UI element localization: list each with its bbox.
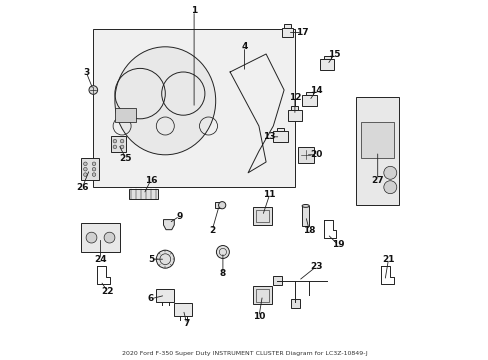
Circle shape	[89, 86, 98, 94]
Text: 15: 15	[327, 50, 340, 59]
Bar	[361, 122, 393, 158]
Circle shape	[113, 139, 117, 143]
Circle shape	[120, 145, 123, 149]
Bar	[156, 289, 174, 302]
Text: 22: 22	[101, 287, 114, 296]
Text: 14: 14	[309, 86, 322, 95]
Bar	[129, 189, 158, 199]
Bar	[174, 303, 192, 316]
Bar	[273, 276, 282, 285]
Circle shape	[92, 162, 96, 166]
Circle shape	[83, 167, 87, 171]
Circle shape	[383, 166, 396, 179]
Circle shape	[218, 202, 225, 209]
Circle shape	[92, 167, 96, 171]
Text: 24: 24	[94, 255, 106, 264]
Text: 12: 12	[288, 93, 301, 102]
Text: 18: 18	[303, 226, 315, 235]
Circle shape	[383, 181, 396, 194]
Bar	[81, 158, 99, 180]
Bar	[81, 223, 120, 252]
Circle shape	[92, 173, 96, 176]
Bar	[291, 299, 300, 308]
Circle shape	[216, 246, 229, 258]
Text: 19: 19	[331, 240, 344, 249]
Bar	[305, 92, 312, 95]
Text: 6: 6	[147, 294, 154, 303]
Bar	[253, 207, 271, 225]
Bar	[282, 28, 292, 37]
Bar	[276, 128, 284, 131]
Text: 4: 4	[241, 42, 247, 51]
Bar	[323, 56, 330, 59]
Text: 17: 17	[295, 28, 308, 37]
Circle shape	[86, 232, 97, 243]
Bar	[256, 289, 268, 302]
Text: 27: 27	[370, 176, 383, 185]
Bar	[256, 210, 268, 222]
Text: 1: 1	[191, 6, 197, 15]
Circle shape	[104, 232, 115, 243]
Bar	[253, 286, 271, 304]
Polygon shape	[163, 220, 174, 230]
Bar	[355, 97, 399, 205]
Ellipse shape	[302, 204, 309, 207]
Bar	[291, 106, 298, 110]
Circle shape	[113, 145, 117, 149]
Circle shape	[120, 139, 123, 143]
Circle shape	[83, 173, 87, 176]
Text: 7: 7	[183, 320, 190, 328]
Text: 16: 16	[144, 176, 157, 185]
Text: 13: 13	[263, 132, 275, 141]
Text: 10: 10	[252, 312, 264, 321]
Bar	[93, 29, 294, 187]
Bar	[320, 59, 334, 70]
Bar	[287, 110, 302, 121]
Bar	[215, 202, 220, 208]
Text: 20: 20	[310, 150, 322, 159]
Bar	[115, 108, 136, 122]
Text: 2020 Ford F-350 Super Duty INSTRUMENT CLUSTER Diagram for LC3Z-10849-J: 2020 Ford F-350 Super Duty INSTRUMENT CL…	[122, 351, 366, 356]
Circle shape	[83, 162, 87, 166]
Bar	[284, 24, 291, 28]
Text: 3: 3	[83, 68, 89, 77]
Bar	[273, 131, 287, 142]
Bar	[110, 136, 126, 152]
Circle shape	[156, 250, 174, 268]
Text: 9: 9	[176, 212, 183, 220]
Text: 23: 23	[309, 262, 322, 271]
Text: 2: 2	[208, 226, 215, 235]
Text: 26: 26	[76, 183, 88, 192]
Ellipse shape	[115, 47, 215, 155]
Bar	[297, 147, 313, 163]
Text: 11: 11	[263, 190, 275, 199]
Text: 8: 8	[219, 269, 225, 278]
Bar	[302, 206, 309, 226]
Text: 5: 5	[147, 255, 154, 264]
Text: 25: 25	[119, 154, 132, 163]
Text: 21: 21	[382, 255, 394, 264]
Bar	[302, 95, 316, 106]
